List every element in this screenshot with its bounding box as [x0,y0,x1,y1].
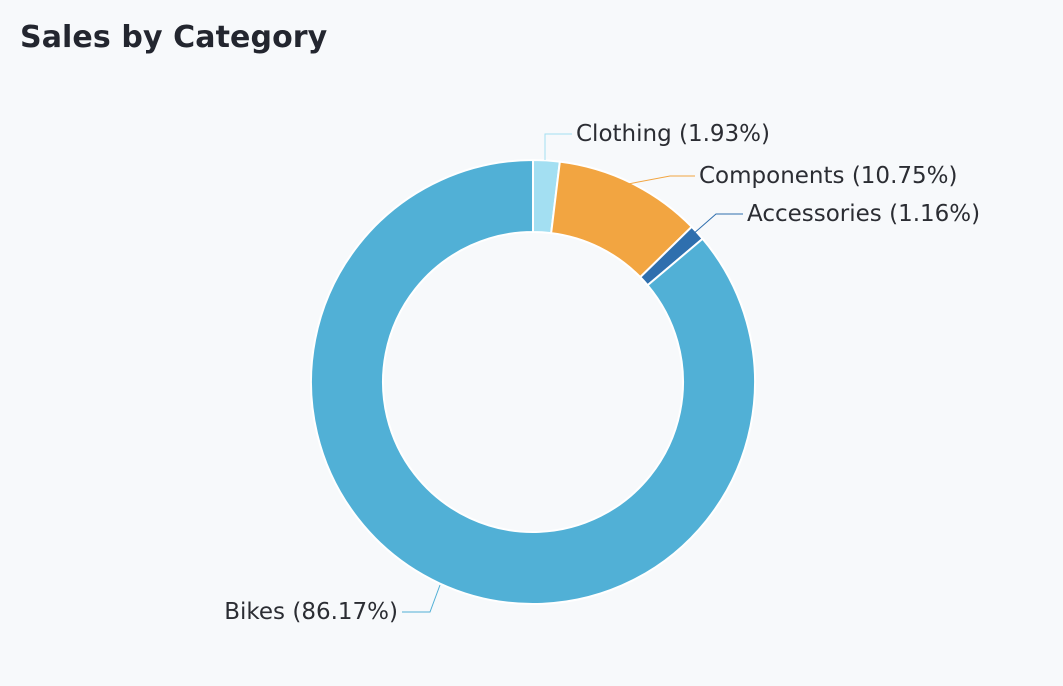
leader-line-clothing [544,133,572,160]
slice-label-accessories: Accessories (1.16%) [747,201,980,227]
leader-line-components [627,175,695,185]
slice-label-bikes: Bikes (86.17%) [224,599,398,625]
slice-bikes[interactable] [310,158,756,605]
leader-line-bikes [402,584,441,613]
chart-title: Sales by Category [20,20,328,55]
slice-label-clothing: Clothing (1.93%) [576,121,770,147]
leader-line-accessories [691,213,743,236]
slice-label-components: Components (10.75%) [699,163,957,189]
